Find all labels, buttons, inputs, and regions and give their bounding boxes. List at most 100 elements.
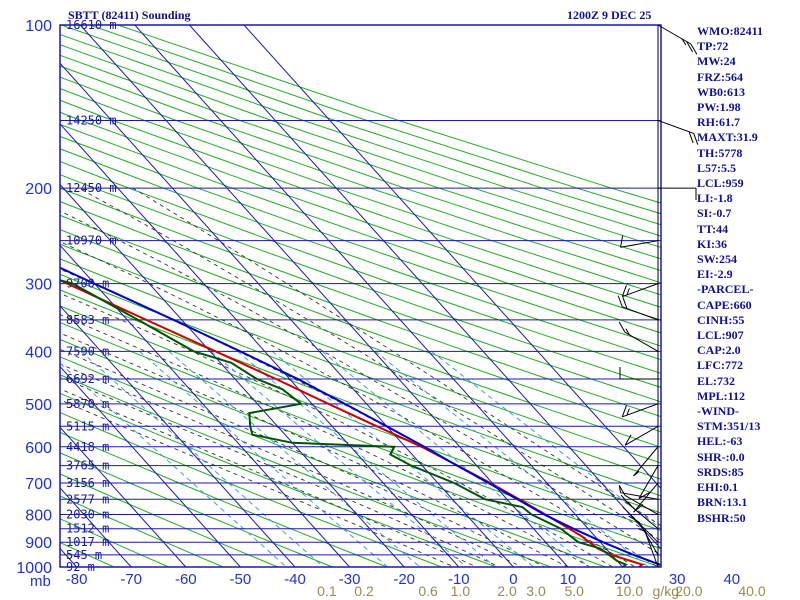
height-label: 8583 m <box>66 313 109 327</box>
dry-adiabat-line <box>60 135 661 347</box>
wind-barb-flag <box>624 434 632 446</box>
wind-barb-flag <box>629 513 636 520</box>
sounding-index-item: EHI:0.1 <box>697 480 739 495</box>
dry-adiabat-line <box>60 99 661 308</box>
dry-adiabat-line <box>60 473 280 567</box>
dry-adiabat-line <box>60 76 661 284</box>
height-label: 9700 m <box>66 277 109 291</box>
mixing-ratio-unit-label: g/kg <box>653 583 679 599</box>
wind-barb-shaft <box>638 521 659 556</box>
wind-barb-flag <box>625 328 630 336</box>
moist-adiabat-line <box>60 241 659 567</box>
height-label: 7590 m <box>66 344 109 358</box>
sounding-index-item: BSHR:50 <box>697 510 746 525</box>
wind-barb-flag <box>627 501 634 508</box>
wind-barb-shaft <box>624 331 659 352</box>
wind-barb-flag <box>693 133 699 145</box>
isotherm-line <box>60 62 514 567</box>
mixing-ratio-label: 10.0 <box>616 583 643 599</box>
chart-datetime: 1200Z 9 DEC 25 <box>567 8 651 22</box>
dry-adiabat-line <box>60 273 661 497</box>
sounding-index-item: FRZ:564 <box>697 69 743 84</box>
sounding-index-item: TH:5778 <box>697 145 743 160</box>
wind-barb-flag <box>681 38 687 46</box>
wind-barb-flag <box>626 288 630 296</box>
mixing-ratio-line <box>80 350 325 567</box>
temperature-tick-label: -10 <box>448 571 470 588</box>
sounding-index-item: MPL:112 <box>697 388 745 403</box>
height-label: 5115 m <box>66 419 109 433</box>
wind-barb-shaft <box>657 119 694 134</box>
isotherm-line <box>60 123 460 567</box>
sounding-index-item: CAPE:660 <box>697 297 752 312</box>
height-label: 4418 m <box>66 440 109 454</box>
sounding-index-item: HEL:-63 <box>697 434 743 449</box>
height-label: 6692 m <box>66 372 109 386</box>
mixing-ratio-label: 20.0 <box>675 583 702 599</box>
isotherm-line <box>60 365 241 567</box>
height-label: 92 m <box>66 560 95 574</box>
pressure-tick-label: 800 <box>25 507 52 524</box>
dry-adiabat-line <box>60 356 607 567</box>
isotherm-line <box>60 426 187 567</box>
sounding-index-item: KI:36 <box>697 236 727 251</box>
sounding-index-item: SRDS:85 <box>697 464 744 479</box>
sounding-index-item: -PARCEL- <box>697 282 754 297</box>
wind-barb-flag <box>638 528 646 532</box>
mixing-ratio-label: 0.2 <box>354 583 374 599</box>
isotherm-line <box>60 305 296 567</box>
isotherm-line <box>60 183 405 567</box>
moist-adiabat-line <box>60 332 569 567</box>
mixing-ratio-line <box>431 350 661 530</box>
wind-barb-flag <box>618 321 626 333</box>
pressure-tick-label: 600 <box>25 440 52 457</box>
dry-adiabat-line <box>60 201 661 418</box>
height-label: 14250 m <box>66 113 117 127</box>
isotherm-line <box>243 25 661 490</box>
wind-barb-flag <box>621 285 627 297</box>
wind-barb-flag <box>633 504 644 513</box>
dewpoint-profile-line <box>60 279 628 567</box>
pressure-tick-label: 400 <box>25 344 52 361</box>
mixing-ratio-line <box>237 350 497 567</box>
temperature-tick-label: -40 <box>284 571 306 588</box>
sounding-index-item: STM:351/13 <box>697 419 761 434</box>
mixing-ratio-label: 0.1 <box>317 583 337 599</box>
height-label: 10970 m <box>66 234 117 248</box>
wind-barb-shaft <box>620 492 659 500</box>
sounding-index-item: CINH:55 <box>697 312 745 327</box>
wind-barb-flag <box>633 470 640 477</box>
moist-adiabat-line <box>60 314 592 567</box>
sounding-index-item: PW:1.98 <box>697 100 741 115</box>
sounding-index-item: BRN:13.1 <box>697 495 748 510</box>
pressure-tick-label: 1000 <box>16 560 52 577</box>
dry-adiabat-line <box>60 111 661 321</box>
mixing-ratio-line <box>210 350 468 567</box>
height-label: 16610 m <box>66 18 117 32</box>
temperature-tick-label: -20 <box>393 571 415 588</box>
chart-title: SBTT (82411) Sounding <box>68 8 191 22</box>
sounding-index-item: TP:72 <box>697 39 729 54</box>
sounding-index-item: SHR-:0.0 <box>697 449 745 464</box>
wind-barb-shaft <box>622 283 659 298</box>
dry-adiabat-line <box>60 495 225 567</box>
dry-adiabat-line <box>60 187 661 403</box>
height-label: 3765 m <box>66 459 109 473</box>
pressure-tick-label: 500 <box>25 397 52 414</box>
wind-barb-flag <box>618 484 626 496</box>
sounding-index-item: LFC:772 <box>697 358 743 373</box>
wind-barb-shaft <box>628 503 659 530</box>
wind-barb-flag <box>620 235 624 248</box>
sounding-index-item: TT:44 <box>697 221 729 236</box>
mixing-ratio-line <box>271 350 535 567</box>
wind-barb-shaft <box>644 531 659 568</box>
dry-adiabat-line <box>60 65 661 272</box>
sounding-index-item: EL:732 <box>697 373 736 388</box>
dry-adiabat-line <box>60 258 661 480</box>
temperature-tick-label: 20 <box>614 571 631 588</box>
height-label: 2577 m <box>66 492 109 506</box>
grid-layer <box>60 25 661 567</box>
dry-adiabat-line <box>60 214 661 433</box>
sounding-index-item: CAP:2.0 <box>697 343 741 358</box>
